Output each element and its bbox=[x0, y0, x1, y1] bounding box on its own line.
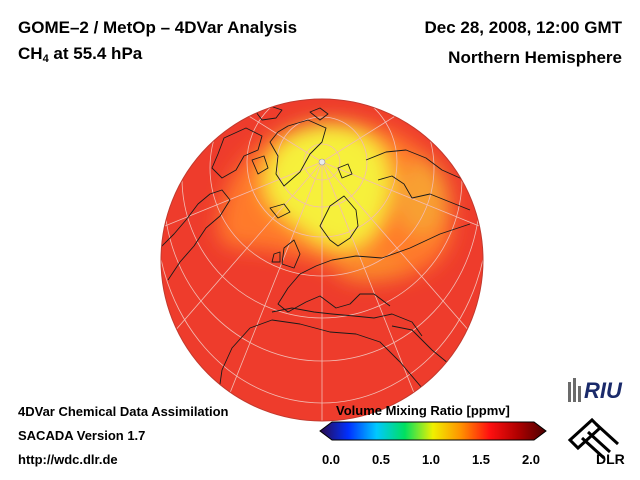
riu-logo-bar bbox=[578, 386, 581, 402]
colorbar-tick-1: 0.5 bbox=[371, 452, 391, 467]
arctic-islands bbox=[251, 107, 329, 175]
species-subscript: 4 bbox=[42, 53, 49, 65]
graticule-meridian bbox=[219, 161, 323, 419]
colorbar-tick-4: 2.0 bbox=[521, 452, 541, 467]
dlr-logo-text: DLR bbox=[596, 451, 625, 467]
graticule bbox=[161, 99, 483, 421]
colorbar-gradient bbox=[319, 421, 547, 441]
field-orange-patch bbox=[335, 254, 405, 282]
coastlines bbox=[161, 105, 483, 421]
footer-line-2: SACADA Version 1.7 bbox=[18, 428, 146, 443]
region-label: Northern Hemisphere bbox=[448, 48, 622, 67]
colorbar-tick-0: 0.0 bbox=[321, 452, 341, 467]
colorbar bbox=[319, 421, 547, 441]
graticule-meridian bbox=[161, 161, 323, 349]
scandinavia-coast bbox=[319, 195, 359, 247]
north-pole-marker bbox=[318, 158, 326, 166]
dlr-logo-stroke bbox=[580, 422, 620, 460]
dlr-logo: DLR bbox=[567, 417, 625, 467]
canadian-arctic-coast bbox=[211, 127, 263, 179]
colorbar-tick-2: 1.0 bbox=[421, 452, 441, 467]
species-level-label: CH4 at 55.4 hPa bbox=[18, 44, 142, 65]
north-america-coast bbox=[161, 189, 231, 281]
dlr-logo-mark bbox=[567, 417, 620, 460]
graticule-meridian bbox=[321, 161, 483, 349]
graticule-meridian bbox=[161, 161, 323, 229]
siberia-coast bbox=[365, 149, 477, 193]
field-yellow-lobe bbox=[396, 160, 448, 236]
chart-title: GOME–2 / MetOp – 4DVar Analysis bbox=[18, 18, 298, 37]
iceland-coast bbox=[269, 203, 291, 219]
colorbar-title: Volume Mixing Ratio [ppmv] bbox=[336, 403, 510, 418]
mediterranean-coast bbox=[271, 307, 423, 337]
field-yellow-core bbox=[264, 123, 391, 249]
riu-logo-bar bbox=[573, 378, 576, 402]
globe-outline bbox=[160, 98, 484, 422]
riu-logo-bar bbox=[568, 382, 571, 402]
dlr-logo-stroke bbox=[567, 417, 603, 451]
level-label: at 55.4 hPa bbox=[48, 44, 143, 63]
britain-coast bbox=[271, 239, 301, 269]
svalbard-coast bbox=[337, 163, 353, 179]
footer-url: http://wdc.dlr.de bbox=[18, 452, 118, 467]
asia-coast bbox=[377, 175, 471, 211]
colorbar-tick-3: 1.5 bbox=[471, 452, 491, 467]
riu-logo-text: RIU bbox=[584, 378, 623, 403]
riu-logo: RIU bbox=[568, 378, 623, 403]
species-label: CH bbox=[18, 44, 43, 63]
date-label: Dec 28, 2008, 12:00 GMT bbox=[424, 18, 622, 37]
graticule-meridian bbox=[321, 161, 483, 229]
greenland-coast bbox=[269, 119, 327, 187]
graticule-meridian bbox=[321, 161, 425, 419]
globe-map bbox=[160, 98, 484, 422]
europe-coast bbox=[277, 223, 471, 313]
footer-line-1: 4DVar Chemical Data Assimilation bbox=[18, 404, 229, 419]
